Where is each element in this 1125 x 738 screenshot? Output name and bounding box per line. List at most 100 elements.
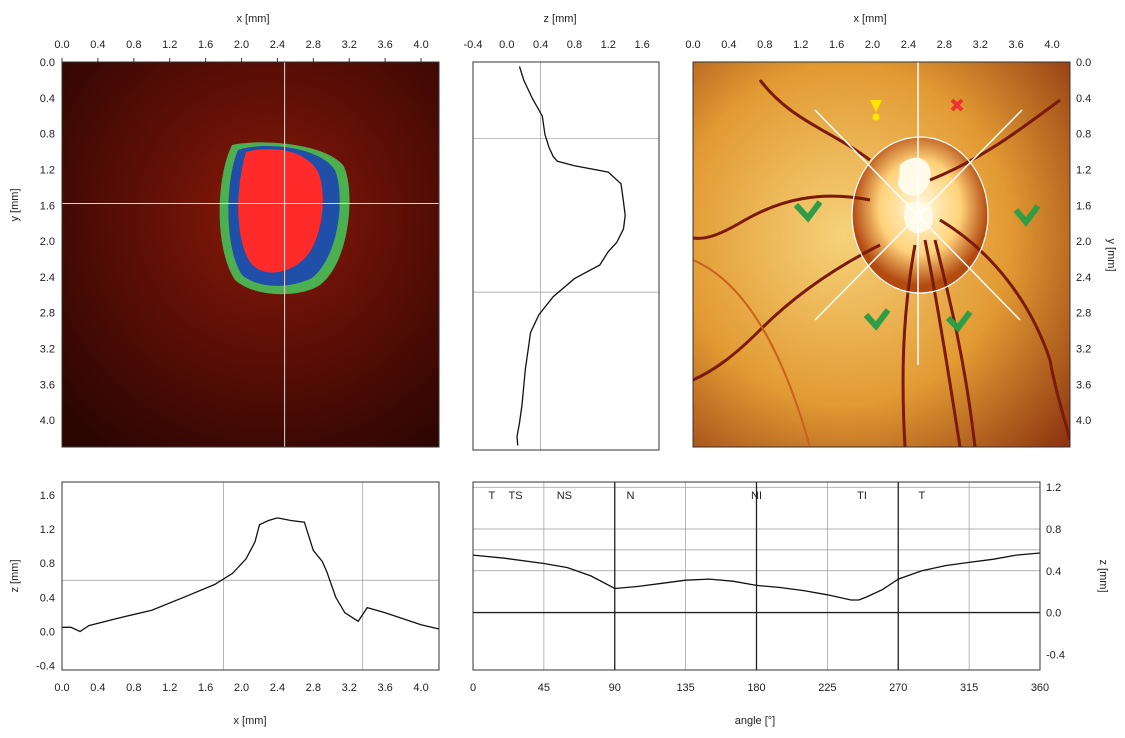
depth-horizontal-plotarea [62, 482, 439, 670]
topview-ytick-label: 2.0 [40, 236, 55, 248]
depth-horizontal-xtick-label: 1.2 [162, 682, 177, 694]
fundus-marker-yellow [870, 100, 882, 112]
depth-horizontal-ytick-label: 1.2 [40, 524, 55, 536]
topview-ytick-label: 0.8 [40, 129, 55, 141]
topview-yticks: 0.0 0.4 0.8 1.2 1.6 2.0 2.4 2.8 3.2 3.6 4.0 [40, 57, 55, 427]
angular-xtick-label: 90 [609, 682, 621, 694]
depth-horizontal-xtick-label: 4.0 [413, 682, 428, 694]
depth-horizontal-ytick-label: -0.4 [36, 661, 55, 673]
depth-horizontal-xtick-label: 1.6 [198, 682, 213, 694]
depth-vertical-xtick-label: 0.0 [499, 39, 514, 51]
angular-sector-labels: T TS NS N NI TI T [489, 490, 926, 502]
angular-sector-label: TS [508, 490, 522, 502]
fundus-marker-red [950, 98, 964, 112]
depth-horizontal-grid [62, 482, 439, 670]
depth-horizontal-xtick-label: 3.2 [342, 682, 357, 694]
topview-xtick-label: 3.2 [342, 39, 357, 51]
angular-xtick-label: 45 [538, 682, 550, 694]
fundus-ytick-label: 2.4 [1076, 272, 1091, 284]
topview-ytick-label: 2.8 [40, 308, 55, 320]
depth-horizontal-xtick-label: 0.4 [90, 682, 105, 694]
topview-ytick-label: 4.0 [40, 415, 55, 427]
depth-horizontal-xtick-label: 0.8 [126, 682, 141, 694]
depth-horizontal-panel: 0.0 0.4 0.8 1.2 1.6 2.0 2.4 2.8 3.2 3.6 4.0 -0.4 0.… [9, 481, 440, 727]
angular-ytick-label: 0.4 [1046, 566, 1061, 578]
topview-xtick-label: 2.0 [234, 39, 249, 51]
topview-panel: x [mm] 0.0 0.4 0.8 1.2 1.6 2.0 2.4 2.8 3.2 3.6 4.0… [9, 13, 440, 448]
depth-vertical-xtick-label: 1.6 [634, 39, 649, 51]
topview-xtick-label: 0.8 [126, 39, 141, 51]
topview-xtick-label: 1.6 [198, 39, 213, 51]
depth-horizontal-ylabel: z [mm] [9, 560, 21, 593]
fundus-xtick-label: 0.0 [685, 39, 700, 51]
depth-horizontal-frame [61, 481, 440, 671]
topview-ytick-label: 1.2 [40, 164, 55, 176]
angular-xtick-label: 270 [889, 682, 907, 694]
angular-xtick-label: 225 [818, 682, 836, 694]
fundus-panel: x [mm] 0.0 0.4 0.8 1.2 1.6 2.0 2.4 2.8 3.2 3.6 4.0… [685, 13, 1117, 448]
topview-crosshair [62, 62, 439, 447]
depth-vertical-series-line [516, 66, 626, 446]
angular-xtick-label: 315 [960, 682, 978, 694]
depth-horizontal-ytick-label: 1.6 [40, 490, 55, 502]
topview-xtick-label: 2.4 [270, 39, 285, 51]
topview-cup-region [238, 149, 323, 273]
depth-vertical-xtick-label: 1.2 [601, 39, 616, 51]
depth-horizontal-xtick-label: 2.0 [234, 682, 249, 694]
fundus-ytick-label: 4.0 [1076, 415, 1091, 427]
topview-ytick-label: 2.4 [40, 272, 55, 284]
angular-ytick-label: -0.4 [1046, 649, 1065, 661]
topview-ytick-label: 1.6 [40, 200, 55, 212]
depth-horizontal-xticks: 0.0 0.4 0.8 1.2 1.6 2.0 2.4 2.8 3.2 3.6 4.0 [54, 682, 428, 694]
angular-frame [472, 481, 1041, 671]
depth-horizontal-xtick-label: 2.8 [306, 682, 321, 694]
depth-horizontal-xtick-label: 2.4 [270, 682, 285, 694]
topview-xtick-label: 3.6 [377, 39, 392, 51]
angular-ytick-label: 1.2 [1046, 482, 1061, 494]
angular-sector-label: NS [557, 490, 572, 502]
fundus-frame [692, 61, 1071, 448]
angular-sector-label: T [489, 490, 496, 502]
topview-xtick-label: 4.0 [413, 39, 428, 51]
fundus-ylabel: y [mm] [1105, 239, 1117, 272]
fundus-xtick-label: 0.4 [721, 39, 736, 51]
topview-ytick-label: 3.2 [40, 344, 55, 356]
fundus-ytick-label: 2.0 [1076, 236, 1091, 248]
fundus-yticks: 0.0 0.4 0.8 1.2 1.6 2.0 2.4 2.8 3.2 3.6 4.0 [1076, 57, 1091, 427]
fundus-marker-green-3 [863, 308, 891, 331]
fundus-vessel-faint [693, 259, 811, 447]
topview-xtick-label: 1.2 [162, 39, 177, 51]
angular-sector-label: N [627, 490, 635, 502]
fundus-xticks: 0.0 0.4 0.8 1.2 1.6 2.0 2.4 2.8 3.2 3.6 4.0 [685, 39, 1059, 51]
angular-sector-label: NI [751, 490, 762, 502]
depth-vertical-frame [472, 61, 660, 451]
fundus-ytick-label: 1.6 [1076, 200, 1091, 212]
fundus-xtick-label: 3.2 [973, 39, 988, 51]
angular-ytick-label: 0.8 [1046, 524, 1061, 536]
angular-series-line [472, 552, 1041, 601]
topview-xtick-label: 0.4 [90, 39, 105, 51]
depth-vertical-xtick-label: 0.4 [533, 39, 548, 51]
depth-vertical-panel: z [mm] -0.4 0.0 0.4 0.8 1.2 1.6 [464, 13, 660, 451]
fundus-ytick-label: 1.2 [1076, 164, 1091, 176]
topview-xtick-label: 0.0 [54, 39, 69, 51]
depth-vertical-plotarea [473, 62, 659, 450]
depth-vertical-grid [473, 62, 659, 450]
depth-horizontal-ytick-label: 0.4 [40, 592, 55, 604]
fundus-xtick-label: 1.6 [829, 39, 844, 51]
fundus-image [693, 62, 1070, 447]
topview-xticks: 0.0 0.4 0.8 1.2 1.6 2.0 2.4 2.8 3.2 3.6 4.0 [54, 39, 429, 62]
topview-xtick-label: 2.8 [306, 39, 321, 51]
depth-horizontal-xlabel: x [mm] [234, 715, 267, 727]
depth-vertical-xtick-label: 0.8 [567, 39, 582, 51]
fundus-xtick-label: 1.2 [793, 39, 808, 51]
angular-yticks: -0.4 0.0 0.4 0.8 1.2 [1046, 482, 1065, 661]
fundus-xtick-label: 2.8 [937, 39, 952, 51]
angular-xtick-label: 180 [747, 682, 765, 694]
fundus-xtick-label: 0.8 [757, 39, 772, 51]
angular-ytick-label: 0.0 [1046, 608, 1061, 620]
topview-ylabel: y [mm] [9, 189, 21, 222]
depth-vertical-xtick-label: -0.4 [464, 39, 483, 51]
angular-xtick-label: 0 [470, 682, 476, 694]
